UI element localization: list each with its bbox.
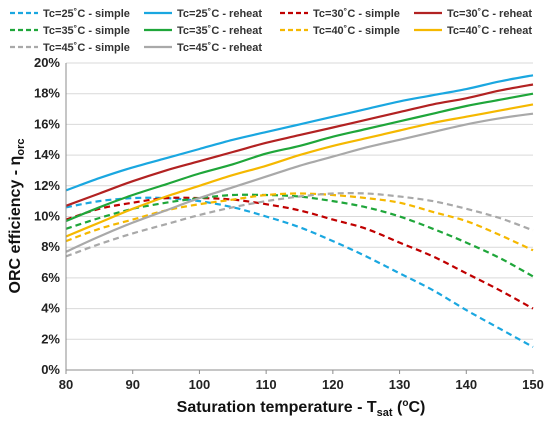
series-line xyxy=(65,196,534,348)
legend-label: Tc=30˚C - reheat xyxy=(447,8,532,20)
y-tick-label: 20% xyxy=(34,55,60,70)
x-tick-label: 150 xyxy=(522,377,544,392)
series-line xyxy=(65,192,534,252)
y-tick-label: 8% xyxy=(41,239,60,254)
y-tick-label: 2% xyxy=(41,331,60,346)
series-line xyxy=(65,92,534,223)
x-tick-label: 110 xyxy=(256,377,277,392)
legend-label: Tc=25˚C - reheat xyxy=(177,8,262,20)
series-line xyxy=(65,192,534,258)
legend-label: Tc=30˚C - simple xyxy=(313,8,400,20)
series-lines xyxy=(65,74,534,348)
x-tick-label: 90 xyxy=(125,377,139,392)
legend-label: Tc=25˚C - simple xyxy=(43,8,130,20)
x-tick-label: 140 xyxy=(455,377,477,392)
legend-label: Tc=40˚C - simple xyxy=(313,25,400,37)
x-tick-label: 130 xyxy=(389,377,411,392)
y-tick-label: 16% xyxy=(34,116,60,131)
y-tick-label: 12% xyxy=(34,178,60,193)
y-tick-label: 4% xyxy=(41,301,60,316)
y-tick-label: 14% xyxy=(34,147,60,162)
y-tick-label: 18% xyxy=(34,86,60,101)
y-tick-label: 6% xyxy=(41,270,60,285)
y-tick-label: 0% xyxy=(41,362,60,377)
legend-label: Tc=45˚C - simple xyxy=(43,42,130,54)
y-tick-label: 10% xyxy=(34,209,60,224)
series-line xyxy=(65,112,534,253)
legend-label: Tc=40˚C - reheat xyxy=(447,25,532,37)
x-tick-label: 100 xyxy=(189,377,211,392)
chart-legend: Tc=25˚C - simple Tc=25˚C - reheat Tc=30˚C … xyxy=(10,8,532,54)
x-tick-label: 120 xyxy=(322,377,344,392)
x-axis-title: Saturation temperature - Tsat (oC) xyxy=(177,398,426,419)
series-line xyxy=(65,193,534,278)
series-line xyxy=(65,83,534,207)
legend-label: Tc=35˚C - reheat xyxy=(177,25,262,37)
legend-label: Tc=35˚C - simple xyxy=(43,25,130,37)
legend-label: Tc=45˚C - reheat xyxy=(177,42,262,54)
series-line xyxy=(65,74,534,192)
x-tick-label: 80 xyxy=(59,377,73,392)
axes: 0% 2% 4% 6% 8% 10% 12% 14% 16% 18% 20% 80 90 100 110 12… xyxy=(34,55,544,392)
y-axis-title: ORC efficiency - ηorc xyxy=(7,139,27,294)
series-line xyxy=(65,196,534,310)
series-line xyxy=(65,103,534,238)
